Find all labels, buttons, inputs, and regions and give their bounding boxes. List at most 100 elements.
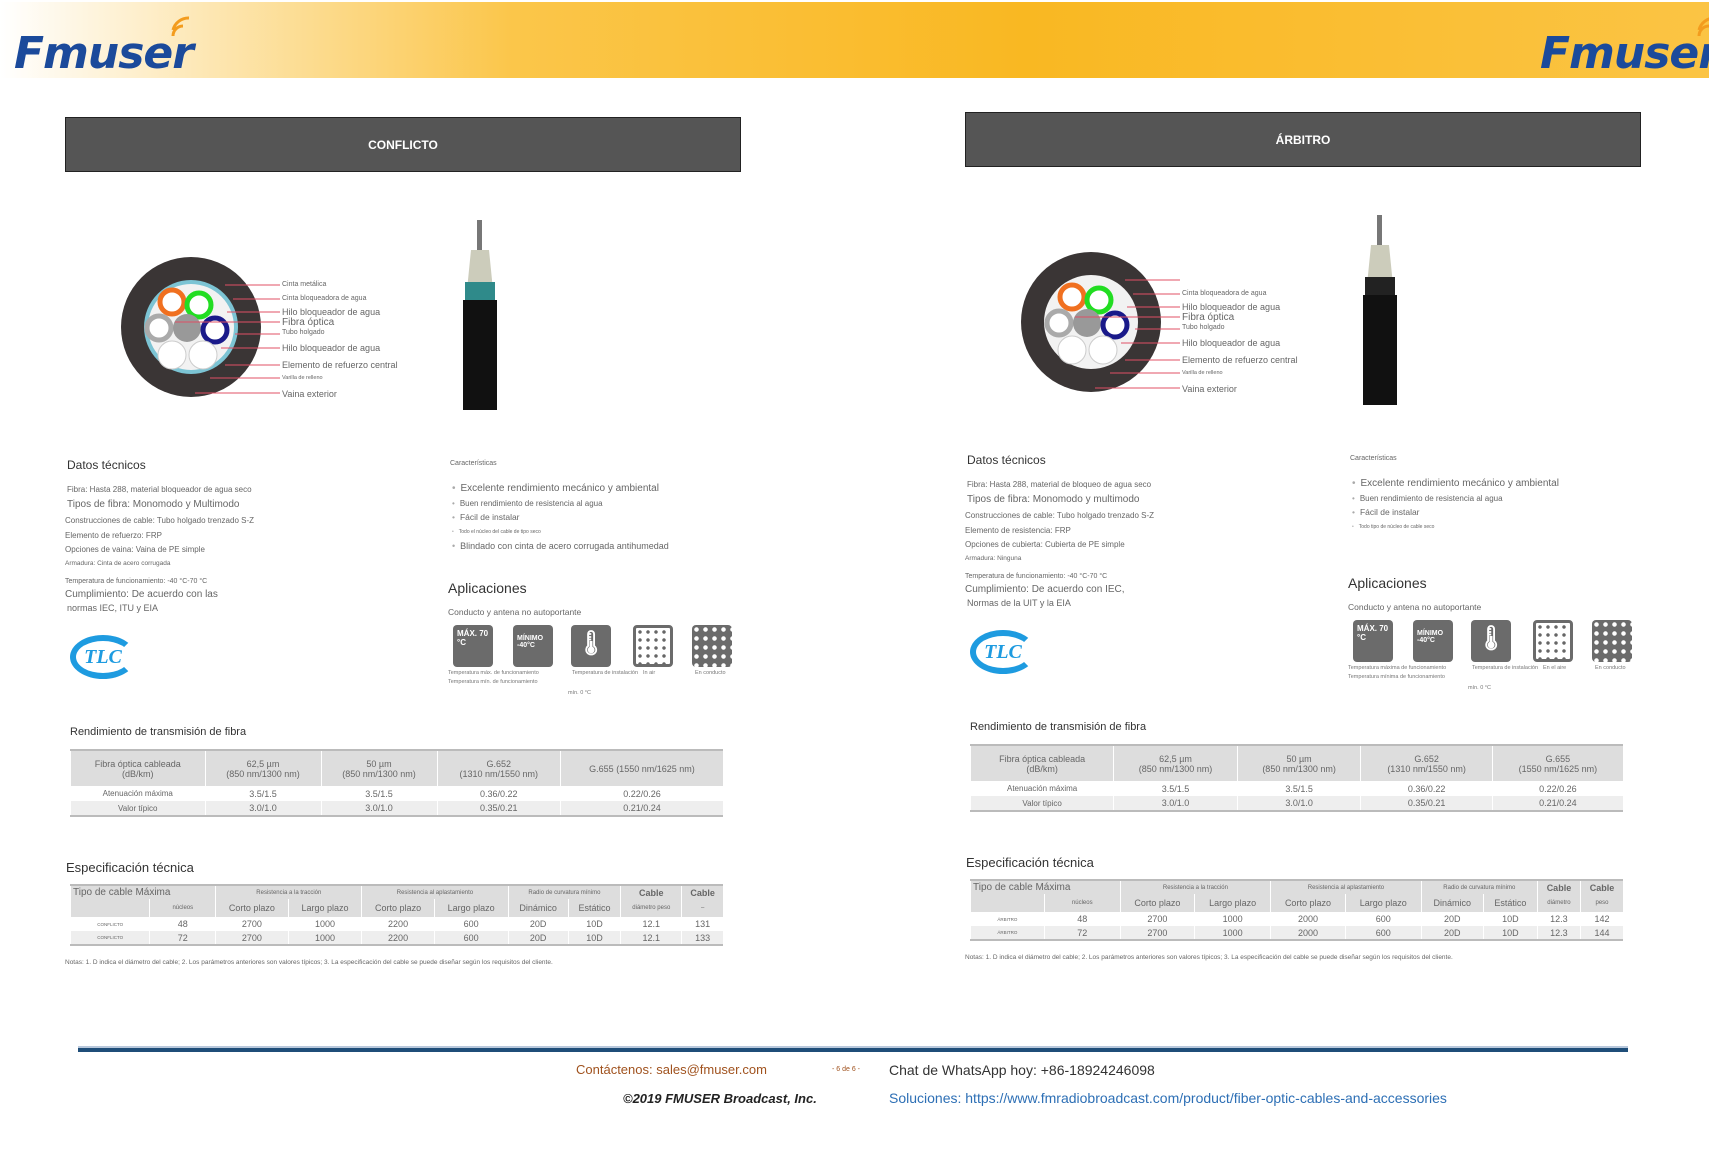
table-row: CONFLICTO 48 2700 1000 2200 600 20D 10D 12.1 131	[69, 917, 723, 931]
solutions-link[interactable]: Soluciones: https://www.fmradiobroadcast…	[889, 1090, 1447, 1106]
tlc-cert-logo: TLC	[70, 635, 136, 679]
column-subheader	[970, 894, 1045, 912]
diagram-label: Hilo bloqueador de agua	[282, 343, 381, 353]
table-cell: 0.21/0.24	[559, 801, 723, 816]
table-cell: 3.0/1.0	[1236, 796, 1361, 811]
table-cell: 3.5/1.5	[1236, 781, 1361, 796]
icon-caption: Temperatura máxima de funcionamiento	[1348, 665, 1447, 671]
table-notes: Notas: 1. D indica el diámetro del cable…	[965, 954, 1453, 961]
tech-spec-heading: Especificación técnica	[66, 860, 194, 875]
applications-heading: Aplicaciones	[448, 580, 527, 596]
icon-caption: mín. 0 °C	[568, 690, 591, 696]
table-cell: CONFLICTO	[69, 917, 150, 931]
tech-data-heading: Datos técnicos	[967, 453, 1046, 467]
column-subheader: Estático	[567, 899, 621, 917]
table-cell: Valor típico	[70, 801, 205, 816]
column-subheader: Estático	[1482, 894, 1538, 912]
table-header-row: Fibra óptica cableada (dB/km) 62,5 µm (850 …	[969, 745, 1623, 781]
column-subheader	[69, 899, 150, 917]
applications-subtitle: Conducto y antena no autoportante	[1348, 602, 1482, 612]
diagram-label: Vaina exterior	[1182, 384, 1237, 394]
column-subheader: –	[681, 899, 723, 917]
features-heading: Características	[450, 460, 497, 467]
table-cell: 600	[433, 917, 509, 931]
column-header: Resistencia al aplastamiento	[361, 885, 509, 899]
feature-item: Todo tipo de núcleo de cable seco	[1352, 524, 1435, 530]
table-cell: 0.22/0.26	[1491, 781, 1623, 796]
in-duct-icon	[692, 625, 732, 667]
fiber-performance-table: Fibra óptica cableada (dB/km) 62,5 µm (850 …	[70, 749, 723, 817]
column-header: Tipo de cable Máxima	[970, 880, 1121, 894]
table-cell: 48	[1043, 912, 1121, 926]
column-header: Cable	[620, 885, 682, 899]
table-cell: 2200	[361, 917, 435, 931]
feature-item: Fácil de instalar	[452, 512, 520, 522]
table-cell: 1000	[1194, 912, 1271, 926]
column-subheader: diámetro peso	[620, 899, 682, 917]
fiber-performance-heading: Rendimiento de transmisión de fibra	[970, 721, 1147, 733]
table-cell: 3.0/1.0	[1113, 796, 1238, 811]
cable-photo	[1363, 215, 1397, 405]
tech-line: Construcciones de cable: Tubo holgado tr…	[965, 511, 1155, 520]
tech-line: Elemento de refuerzo: FRP	[65, 531, 162, 540]
table-cell: 3.5/1.5	[1113, 781, 1238, 796]
table-cell: 48	[149, 917, 216, 931]
contact-email-link[interactable]: Contáctenos: sales@fmuser.com	[576, 1062, 767, 1077]
diagram-label: Hilo bloqueador de agua	[1182, 302, 1281, 312]
table-cell: 144	[1580, 926, 1623, 940]
column-subheader: diámetro	[1536, 894, 1581, 912]
table-cell: 1000	[287, 931, 362, 945]
table-cell: 600	[433, 931, 509, 945]
feature-item: Blindado con cinta de acero corrugada an…	[452, 541, 669, 551]
diagram-label: Tubo holgado	[282, 329, 325, 336]
diagram-label: Cinta metálica	[282, 281, 327, 288]
tech-line: Cumplimiento: De acuerdo con las	[65, 589, 218, 600]
table-cell: 20D	[507, 931, 569, 945]
feature-item: Buen rendimiento de resistencia al agua	[452, 499, 603, 508]
max-temp-icon: MÁX. 70 °C	[453, 625, 493, 667]
table-row: CONFLICTO 72 2700 1000 2200 600 20D 10D 12.1 133	[69, 931, 723, 945]
icon-caption: Temperatura de instalación	[1472, 665, 1539, 671]
table-cell: 2000	[1270, 926, 1346, 940]
applications-heading: Aplicaciones	[1348, 575, 1427, 591]
tech-line: Construcciones de cable: Tubo holgado tr…	[65, 516, 255, 525]
min-temp-icon: MÍNIMO -40°C	[513, 625, 553, 667]
column-header: Fibra óptica cableada (dB/km)	[969, 745, 1114, 781]
copyright: ©2019 FMUSER Broadcast, Inc.	[623, 1091, 817, 1106]
table-cell: 0.36/0.22	[436, 786, 561, 801]
diagram-label: Varilla de relleno	[1182, 370, 1223, 376]
table-cell: 133	[681, 931, 723, 945]
signal-icon	[1697, 17, 1709, 37]
icon-caption: En el aire	[1543, 665, 1567, 671]
tech-line: Normas de la UIT y la EIA	[967, 598, 1071, 608]
table-header-row: Tipo de cable Máxima Resistencia a la tra…	[970, 880, 1623, 894]
diagram-label: Varilla de relleno	[282, 375, 323, 381]
tech-line: Armadura: Cinta de acero corrugada	[65, 560, 171, 567]
table-cell: 2000	[1270, 912, 1346, 926]
product-title-bar: ÁRBITRO	[965, 112, 1641, 167]
table-cell: 2200	[361, 931, 435, 945]
table-row: Atenuación máxima 3.5/1.5 3.5/1.5 0.36/0.22…	[70, 786, 723, 801]
diagram-label: Cinta bloqueadora de agua	[1182, 290, 1267, 297]
table-cell: 3.5/1.5	[204, 786, 322, 801]
icon-caption: Temperatura de instalación	[572, 670, 639, 676]
table-header-row: Tipo de cable Máxima Resistencia a la tra…	[69, 885, 723, 899]
table-header-row: Fibra óptica cableada (dB/km) 62,5 µm (850 …	[70, 750, 723, 786]
column-subheader: peso	[1580, 894, 1623, 912]
table-cell: 3.0/1.0	[320, 801, 438, 816]
tech-spec-heading: Especificación técnica	[966, 855, 1094, 870]
diagram-label: Hilo bloqueador de agua	[1182, 338, 1281, 348]
icon-caption: In air	[643, 670, 656, 676]
whatsapp-link[interactable]: Chat de WhatsApp hoy: +86-18924246098	[889, 1062, 1155, 1078]
column-header: G.655 (1550 nm/1625 nm)	[559, 750, 723, 786]
icon-caption: En conducto	[695, 670, 726, 676]
table-cell: 20D	[1420, 912, 1484, 926]
column-header: G.652 (1310 nm/1550 nm)	[1360, 745, 1493, 781]
max-temp-icon: MÁX. 70 °C	[1353, 620, 1393, 662]
column-header: G.655 (1550 nm/1625 nm)	[1491, 745, 1623, 781]
feature-item: Excelente rendimiento mecánico y ambient…	[452, 483, 659, 494]
diagram-label: Fibra óptica	[282, 317, 335, 328]
table-cell: 20D	[507, 917, 569, 931]
fmuser-logo-left: Fmuser	[14, 16, 194, 79]
product-title: CONFLICTO	[368, 137, 438, 152]
